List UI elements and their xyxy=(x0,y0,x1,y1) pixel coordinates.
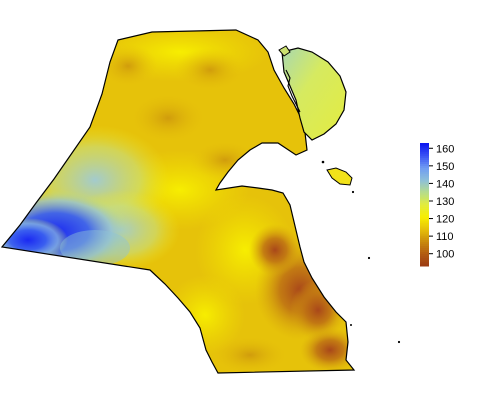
legend-color-step xyxy=(420,257,429,261)
legend-tick-label: 160 xyxy=(436,143,454,155)
legend-tick-label: 110 xyxy=(436,231,454,243)
legend-color-step xyxy=(420,149,429,152)
legend-color-step xyxy=(420,161,429,164)
legend-tick-label: 130 xyxy=(436,196,454,208)
legend-color-step xyxy=(420,214,429,218)
legend-color-step xyxy=(420,261,429,265)
legend-color-step xyxy=(420,227,429,230)
islet xyxy=(321,160,325,164)
legend-color-step xyxy=(420,202,429,205)
legend-color-step xyxy=(420,255,429,259)
legend-color-step xyxy=(420,192,429,195)
legend-color-step xyxy=(420,263,429,267)
legend-color-step xyxy=(420,177,429,181)
legend-color-step xyxy=(420,251,429,255)
islet xyxy=(367,256,371,260)
legend-color-step xyxy=(420,147,429,150)
legend-color-step xyxy=(420,208,429,212)
color-legend: 160 150 140 130 120 110 100 xyxy=(420,143,454,267)
legend-color-step xyxy=(420,239,429,242)
legend-color-step xyxy=(420,171,429,175)
legend-color-step xyxy=(420,253,429,257)
legend-color-step xyxy=(420,222,429,226)
legend-color-step xyxy=(420,169,429,173)
legend-color-step xyxy=(420,159,429,162)
legend-color-step xyxy=(420,155,429,158)
legend-color-step xyxy=(420,237,429,240)
legend-color-step xyxy=(420,247,429,251)
islet xyxy=(397,340,401,344)
legend-color-step xyxy=(420,198,429,201)
legend-color-step xyxy=(420,241,429,244)
legend-ticks: 160 150 140 130 120 110 100 xyxy=(429,143,454,261)
legend-color-step xyxy=(420,225,429,228)
legend-color-step xyxy=(420,245,429,249)
coastline-channel xyxy=(285,69,301,113)
islet xyxy=(350,324,352,326)
legend-color-step xyxy=(420,165,429,169)
legend-color-step xyxy=(420,167,429,171)
legend-color-step xyxy=(420,235,429,238)
kuwait-mainland xyxy=(2,30,354,373)
legend-color-step xyxy=(420,179,429,183)
legend-color-step xyxy=(420,233,429,236)
legend-color-step xyxy=(420,243,429,246)
legend-color-step xyxy=(420,153,429,156)
legend-color-step xyxy=(420,151,429,154)
legend-color-step xyxy=(420,204,429,208)
islet xyxy=(351,190,355,194)
legend-tick-label: 120 xyxy=(436,214,454,226)
legend-color-step xyxy=(420,220,429,224)
legend-color-step xyxy=(420,163,429,167)
legend-color-step xyxy=(420,200,429,203)
legend-color-step xyxy=(420,210,429,214)
legend-color-step xyxy=(420,157,429,160)
legend-color-step xyxy=(420,229,429,232)
legend-tick-label: 150 xyxy=(436,161,454,173)
legend-color-step xyxy=(420,249,429,253)
warbah-island xyxy=(278,45,291,57)
legend-color-step xyxy=(420,218,429,222)
legend-color-step xyxy=(420,259,429,263)
legend-color-step xyxy=(420,231,429,234)
legend-tick-label: 100 xyxy=(436,249,454,261)
legend-color-step xyxy=(420,184,429,187)
legend-color-step xyxy=(420,145,429,148)
legend-color-step xyxy=(420,143,429,146)
failaka-island xyxy=(326,167,353,186)
legend-color-step xyxy=(420,186,429,189)
bubiyan-island xyxy=(281,47,347,141)
legend-color-step xyxy=(420,188,429,191)
legend-tick-label: 140 xyxy=(436,178,454,190)
legend-color-bar xyxy=(420,143,429,267)
legend-color-step xyxy=(420,194,429,197)
legend-color-step xyxy=(420,190,429,193)
legend-color-step xyxy=(420,181,429,185)
legend-color-step xyxy=(420,212,429,216)
legend-color-step xyxy=(420,216,429,220)
legend-color-step xyxy=(420,206,429,210)
legend-color-step xyxy=(420,173,429,177)
legend-color-step xyxy=(420,175,429,179)
legend-color-step xyxy=(420,196,429,199)
